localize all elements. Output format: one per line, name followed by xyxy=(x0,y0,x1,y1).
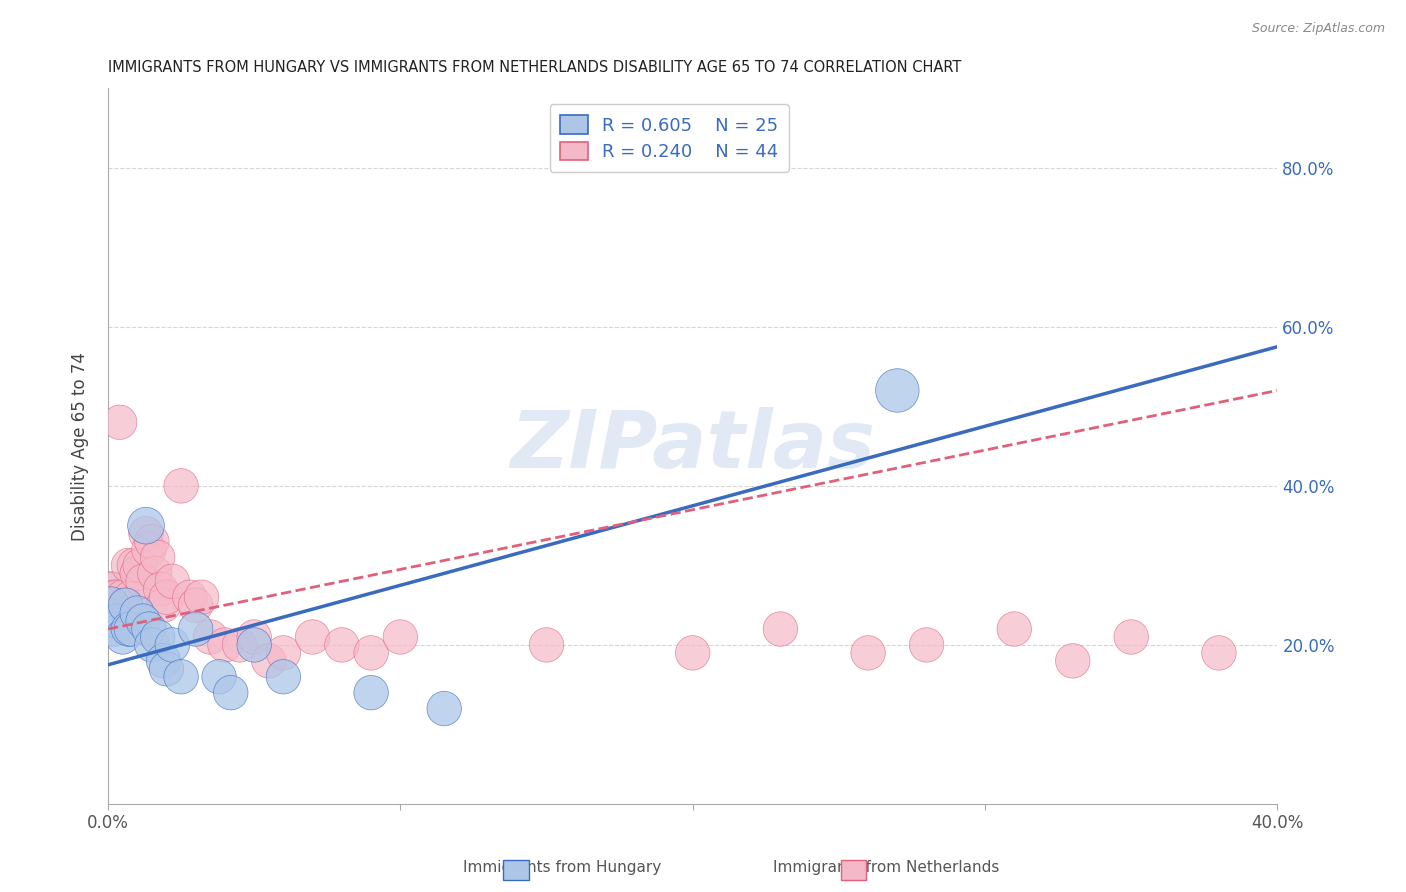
Point xyxy=(105,614,128,628)
Point xyxy=(152,654,174,668)
Point xyxy=(127,606,149,620)
Point xyxy=(146,550,169,565)
Point xyxy=(915,638,938,652)
Point xyxy=(162,638,184,652)
Point xyxy=(214,638,236,652)
Point xyxy=(769,622,792,636)
Point xyxy=(100,582,122,597)
Point xyxy=(273,646,295,660)
Point xyxy=(120,591,142,605)
Point xyxy=(200,630,222,644)
Point xyxy=(1002,622,1025,636)
Text: Source: ZipAtlas.com: Source: ZipAtlas.com xyxy=(1251,22,1385,36)
Point xyxy=(433,701,456,715)
Point xyxy=(132,574,155,589)
Point xyxy=(149,582,172,597)
Point xyxy=(111,630,134,644)
Point xyxy=(330,638,353,652)
Point xyxy=(1208,646,1230,660)
Point xyxy=(155,662,177,676)
Point xyxy=(536,638,558,652)
Point xyxy=(273,670,295,684)
Point xyxy=(1062,654,1084,668)
Y-axis label: Disability Age 65 to 74: Disability Age 65 to 74 xyxy=(72,351,89,541)
Point xyxy=(208,670,231,684)
Text: IMMIGRANTS FROM HUNGARY VS IMMIGRANTS FROM NETHERLANDS DISABILITY AGE 65 TO 74 C: IMMIGRANTS FROM HUNGARY VS IMMIGRANTS FR… xyxy=(108,60,962,75)
Point xyxy=(152,598,174,612)
Point xyxy=(184,622,207,636)
Point xyxy=(103,622,125,636)
Point xyxy=(138,542,160,557)
Point xyxy=(228,638,250,652)
Point xyxy=(114,598,136,612)
Point xyxy=(100,598,122,612)
Point xyxy=(886,384,908,398)
Point xyxy=(162,574,184,589)
Text: Immigrants from Hungary: Immigrants from Hungary xyxy=(463,861,662,875)
Point xyxy=(138,622,160,636)
Point xyxy=(170,670,193,684)
Point xyxy=(141,638,163,652)
Point xyxy=(103,591,125,605)
Point xyxy=(117,558,139,573)
Point xyxy=(360,646,382,660)
Legend: R = 0.605    N = 25, R = 0.240    N = 44: R = 0.605 N = 25, R = 0.240 N = 44 xyxy=(550,104,789,172)
Point xyxy=(184,598,207,612)
Point xyxy=(155,591,177,605)
Point xyxy=(856,646,879,660)
Point xyxy=(135,526,157,541)
Point xyxy=(301,630,323,644)
Point xyxy=(117,622,139,636)
Point xyxy=(257,654,280,668)
Point xyxy=(135,518,157,533)
Point xyxy=(219,686,242,700)
Point xyxy=(682,646,704,660)
Point xyxy=(141,534,163,549)
Point xyxy=(108,415,131,429)
Point xyxy=(105,591,128,605)
Point xyxy=(132,614,155,628)
Point xyxy=(243,630,266,644)
Point xyxy=(127,566,149,581)
Point xyxy=(120,622,142,636)
Point xyxy=(146,630,169,644)
Text: ZIPatlas: ZIPatlas xyxy=(510,407,875,485)
Point xyxy=(143,566,166,581)
Point xyxy=(179,591,201,605)
Point xyxy=(1121,630,1143,644)
Point xyxy=(129,558,152,573)
Point xyxy=(100,594,122,608)
Point xyxy=(114,598,136,612)
Point xyxy=(360,686,382,700)
Point xyxy=(389,630,412,644)
Point xyxy=(170,479,193,493)
Point xyxy=(111,591,134,605)
Point xyxy=(190,591,212,605)
Text: Immigrants from Netherlands: Immigrants from Netherlands xyxy=(772,861,1000,875)
Point xyxy=(243,638,266,652)
Point xyxy=(124,558,146,573)
